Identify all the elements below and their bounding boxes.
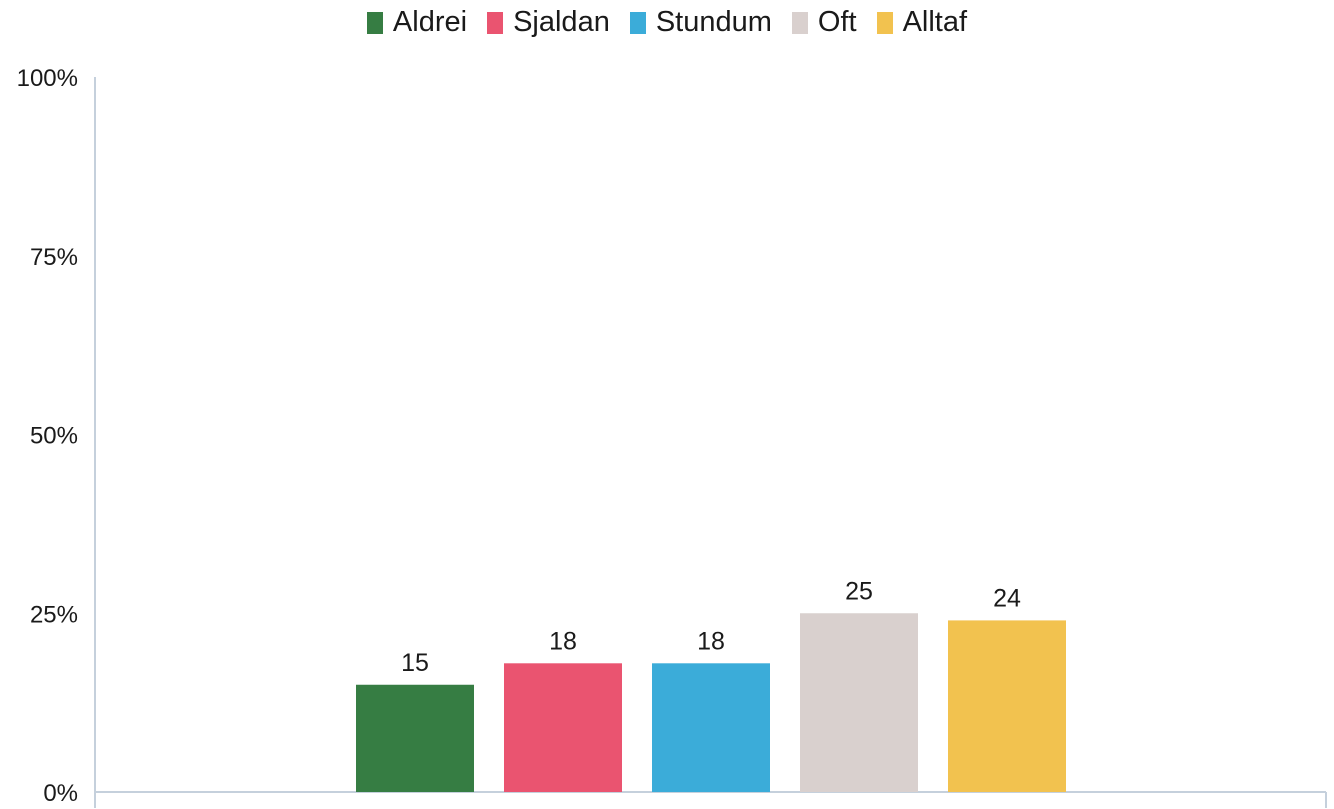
legend-swatch-sjaldan — [487, 11, 504, 34]
legend-swatch-alltaf — [876, 11, 893, 34]
legend-item-stundum: Stundum — [629, 6, 772, 39]
y-tick-label: 0% — [43, 780, 78, 807]
legend-item-alltaf: Alltaf — [876, 6, 968, 39]
legend-label-stundum: Stundum — [655, 6, 772, 38]
data-label-sjaldan: 18 — [549, 627, 577, 655]
legend-swatch-oft — [791, 11, 808, 34]
legend-label-sjaldan: Sjaldan — [513, 6, 610, 38]
legend-label-alltaf: Alltaf — [902, 6, 968, 38]
data-label-aldrei: 15 — [401, 649, 429, 677]
y-tick-label: 75% — [30, 244, 78, 271]
y-tick-label: 100% — [17, 65, 78, 92]
data-label-alltaf: 24 — [993, 584, 1021, 612]
bar-aldrei — [356, 684, 474, 792]
legend-item-oft: Oft — [791, 6, 857, 39]
bar-stundum — [652, 663, 770, 792]
legend-item-sjaldan: Sjaldan — [487, 6, 610, 39]
y-tick-label: 50% — [30, 423, 78, 450]
legend-swatch-aldrei — [366, 11, 383, 34]
y-tick-label: 25% — [30, 601, 78, 628]
legend-item-aldrei: Aldrei — [366, 6, 468, 39]
data-label-stundum: 18 — [697, 627, 725, 655]
legend-swatch-stundum — [629, 11, 646, 34]
data-label-oft: 25 — [845, 577, 873, 605]
legend-label-oft: Oft — [817, 6, 857, 38]
legend-label-aldrei: Aldrei — [392, 6, 468, 38]
bar-alltaf — [948, 620, 1066, 792]
chart-legend: Aldrei Sjaldan Stundum Oft Alltaf — [0, 6, 1334, 39]
bar-oft — [800, 613, 918, 792]
bar-sjaldan — [504, 663, 622, 792]
